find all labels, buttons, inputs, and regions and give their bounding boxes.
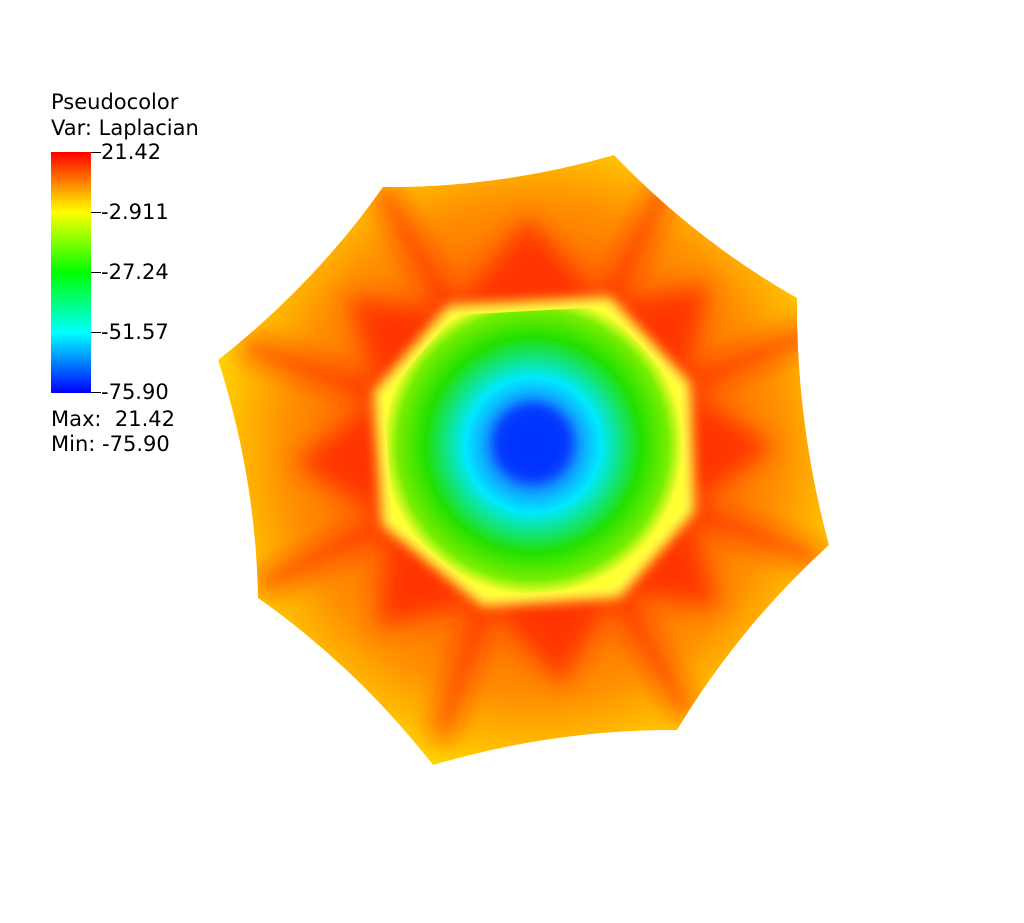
colorbar-label: -51.57 xyxy=(101,320,169,344)
ridge-line xyxy=(676,321,822,397)
max-value-text: Max: 21.42 xyxy=(51,407,175,431)
ridge-stars xyxy=(239,168,828,742)
colorbar-tick xyxy=(91,152,101,153)
ridge-spike xyxy=(376,520,486,630)
ridge-spike xyxy=(605,282,712,388)
min-value-text: Min: -75.90 xyxy=(51,432,170,456)
legend-variable: Var: Laplacian xyxy=(51,116,199,140)
colorbar xyxy=(51,152,91,393)
colorbar-label: -27.24 xyxy=(101,260,169,284)
colorbar-tick xyxy=(91,332,101,333)
ridge-line xyxy=(239,336,388,405)
legend-title: Pseudocolor xyxy=(51,90,179,114)
colorbar-tick xyxy=(91,272,101,273)
ridge-spike xyxy=(680,388,777,508)
ridge-spike xyxy=(486,588,614,687)
ridge-spike xyxy=(454,216,605,315)
ridge-line xyxy=(680,499,828,571)
ridge-line xyxy=(253,511,397,595)
colorbar-label-max: 21.42 xyxy=(101,140,162,164)
center-minimum-region xyxy=(493,403,573,483)
colorbar-label: -2.911 xyxy=(101,200,169,224)
ridge-spike xyxy=(614,508,722,610)
ridge-spike xyxy=(293,396,392,520)
colorbar-label-min: -75.90 xyxy=(101,380,169,404)
ridge-spike xyxy=(345,294,454,396)
colorbar-tick xyxy=(91,212,101,213)
ridge-line xyxy=(606,583,698,722)
colorbar-tick xyxy=(91,392,101,393)
ridge-line xyxy=(370,180,462,320)
ridge-line xyxy=(431,593,495,742)
